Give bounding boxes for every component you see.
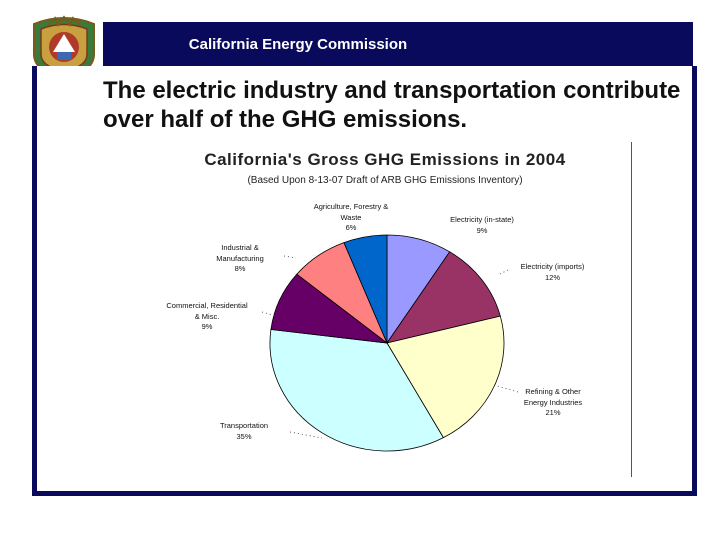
slice-label-line: Electricity (imports) bbox=[520, 262, 585, 271]
chart-subtitle: (Based Upon 8-13-07 Draft of ARB GHG Emi… bbox=[247, 175, 523, 186]
slide-title: The electric industry and transportation… bbox=[103, 77, 681, 133]
california-energy-commission-seal bbox=[33, 15, 95, 78]
slice-label-line: Waste bbox=[340, 212, 362, 222]
slice-label-3: Refining & Other Energy Industries 21% bbox=[512, 387, 594, 419]
slice-percent: 9% bbox=[201, 322, 213, 331]
slice-label-line: & Misc. bbox=[194, 311, 220, 321]
slice-percent: 35% bbox=[236, 431, 252, 441]
leader-line-3 bbox=[493, 384, 519, 393]
slice-label-6: Industrial & Manufacturing 8% bbox=[208, 243, 272, 275]
slice-percent: 6% bbox=[345, 223, 357, 232]
slice-label-2: Electricity (imports) 12% bbox=[510, 262, 595, 283]
slice-label-1: Electricity (in-state) 9% bbox=[437, 215, 527, 236]
slice-label-5: Commercial, Residential & Misc. 9% bbox=[156, 301, 258, 333]
pie-slice-3 bbox=[386, 315, 505, 439]
leader-line-6 bbox=[283, 255, 297, 259]
slice-label-line: Industrial & bbox=[221, 243, 259, 252]
slice-percent: 21% bbox=[545, 408, 561, 417]
slice-percent: 8% bbox=[234, 264, 246, 273]
banner-title: California Energy Commission bbox=[188, 36, 408, 53]
pie-slice-4 bbox=[269, 329, 444, 452]
slice-percent: 12% bbox=[544, 272, 560, 282]
leader-line-5 bbox=[261, 311, 277, 317]
slice-label-line: Electricity (in-state) bbox=[450, 215, 514, 224]
pie-slice-7 bbox=[343, 234, 388, 344]
leader-line-4 bbox=[289, 431, 323, 439]
slice-label-line: Manufacturing bbox=[216, 253, 264, 263]
slice-percent: 9% bbox=[476, 225, 488, 235]
slice-label-line: Agriculture, Forestry & bbox=[313, 202, 389, 211]
slice-label-line: Commercial, Residential bbox=[166, 301, 248, 310]
slice-label-4: Transportation 35% bbox=[208, 421, 280, 442]
slice-label-line: Transportation bbox=[219, 421, 269, 430]
header-banner: California Energy Commission bbox=[103, 22, 693, 66]
slice-label-7: Agriculture, Forestry & Waste 6% bbox=[298, 202, 404, 234]
slice-label-line: Energy Industries bbox=[523, 397, 583, 407]
pie-slice-2 bbox=[386, 251, 501, 344]
leader-line-2 bbox=[497, 269, 509, 276]
chart-title: California's Gross GHG Emissions in 2004 bbox=[204, 150, 566, 169]
slice-label-line: Refining & Other bbox=[525, 387, 581, 396]
divider-line bbox=[631, 142, 632, 477]
